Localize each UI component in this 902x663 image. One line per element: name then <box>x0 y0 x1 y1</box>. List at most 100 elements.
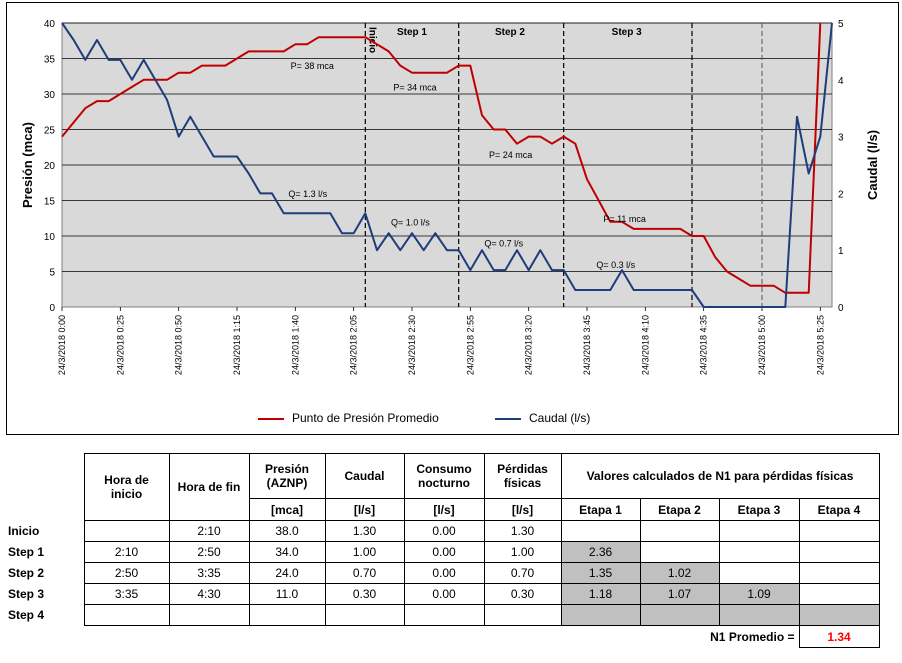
cell-fin <box>168 604 250 626</box>
x-tick-label: 24/3/2018 2:55 <box>465 315 475 375</box>
y-left-tick-label: 40 <box>44 19 56 30</box>
cell-n1-etapa-3 <box>718 520 800 542</box>
annotation-label: P= 24 mca <box>489 150 532 160</box>
table-row: Step 3 3:35 4:30 11.0 0.30 0.00 0.30 1.18 1.07 1.… <box>6 583 880 605</box>
cell-consumo <box>403 604 485 626</box>
cell-n1-etapa-1: 1.18 <box>560 583 641 605</box>
cell-fin: 2:50 <box>168 541 250 563</box>
annotation-label: Q= 1.3 l/s <box>288 189 327 199</box>
cell-n1-etapa-4 <box>798 562 880 584</box>
x-tick-label: 24/3/2018 0:00 <box>57 315 67 375</box>
header-hora-fin: Hora de fin <box>168 453 250 521</box>
cell-n1-etapa-1: 1.35 <box>560 562 641 584</box>
y-right-tick-label: 4 <box>838 76 844 87</box>
cell-perdidas: 1.30 <box>483 520 562 542</box>
x-tick-label: 24/3/2018 0:50 <box>174 315 184 375</box>
table-row: Step 1 2:10 2:50 34.0 1.00 0.00 1.00 2.36 <box>6 541 880 563</box>
cell-presion <box>248 604 326 626</box>
cell-inicio: 3:35 <box>83 583 170 605</box>
y-left-tick-label: 20 <box>44 161 56 172</box>
y-left-tick-label: 10 <box>44 232 56 243</box>
row-label: Inicio <box>8 524 40 538</box>
x-tick-label: 24/3/2018 1:15 <box>232 315 242 375</box>
header-presion: Presión (AZNP) <box>248 453 326 499</box>
x-tick-label: 24/3/2018 4:10 <box>640 315 650 375</box>
cell-n1-etapa-2: 1.07 <box>639 583 720 605</box>
cell-perdidas: 0.70 <box>483 562 562 584</box>
y-right-tick-label: 3 <box>838 133 844 144</box>
cell-consumo: 0.00 <box>403 562 485 584</box>
annotation-label: P= 38 mca <box>291 61 334 71</box>
cell-n1-etapa-2 <box>639 541 720 563</box>
y-right-tick-label: 1 <box>838 246 844 257</box>
cell-n1-etapa-4 <box>798 604 880 626</box>
unit-presion: [mca] <box>248 498 326 521</box>
y-left-tick-label: 25 <box>44 126 56 137</box>
cell-n1-etapa-2: 1.02 <box>639 562 720 584</box>
cell-perdidas: 1.00 <box>483 541 562 563</box>
cell-n1-etapa-2 <box>639 604 720 626</box>
annotation-label: Q= 0.7 l/s <box>484 239 523 249</box>
header-etapa-1: Etapa 1 <box>560 498 641 521</box>
x-tick-label: 24/3/2018 1:40 <box>290 315 300 375</box>
cell-inicio <box>83 520 170 542</box>
legend-swatch-presion <box>258 418 284 420</box>
cell-n1-etapa-3 <box>718 562 800 584</box>
cell-presion: 11.0 <box>248 583 326 605</box>
table-row: Inicio 2:10 38.0 1.30 0.00 1.30 <box>6 520 880 542</box>
y-right-tick-label: 2 <box>838 189 844 200</box>
cell-presion: 24.0 <box>248 562 326 584</box>
cell-n1-etapa-4 <box>798 520 880 542</box>
header-etapa-2: Etapa 2 <box>639 498 720 521</box>
annotation-label: Q= 0.3 l/s <box>596 260 635 270</box>
header-caudal: Caudal <box>324 453 405 499</box>
cell-perdidas <box>483 604 562 626</box>
step-label: Step 2 <box>495 27 525 38</box>
n1-promedio-value: 1.34 <box>798 625 880 648</box>
x-tick-label: 24/3/2018 2:05 <box>349 315 359 375</box>
series-caudal-line <box>61 22 833 308</box>
cell-consumo: 0.00 <box>403 541 485 563</box>
y-right-axis-title: Caudal (l/s) <box>865 130 880 200</box>
header-etapa-4: Etapa 4 <box>798 498 880 521</box>
x-tick-label: 24/3/2018 5:00 <box>757 315 767 375</box>
row-label: Step 1 <box>8 545 45 559</box>
cell-n1-etapa-1 <box>560 604 641 626</box>
unit-perdidas: [l/s] <box>483 498 562 521</box>
cell-n1-etapa-1: 2.36 <box>560 541 641 563</box>
legend-label-presion: Punto de Presión Promedio <box>292 411 439 425</box>
cell-caudal: 0.30 <box>324 583 405 605</box>
results-table: Hora de inicio Hora de fin Presión (AZNP… <box>6 453 880 648</box>
cell-caudal: 1.00 <box>324 541 405 563</box>
cell-inicio: 2:10 <box>83 541 170 563</box>
cell-caudal: 1.30 <box>324 520 405 542</box>
cell-n1-etapa-3 <box>718 541 800 563</box>
cell-n1-etapa-4 <box>798 583 880 605</box>
cell-n1-etapa-1 <box>560 520 641 542</box>
x-tick-label: 24/3/2018 3:20 <box>524 315 534 375</box>
x-tick-label: 24/3/2018 3:45 <box>582 315 592 375</box>
unit-caudal: [l/s] <box>324 498 405 521</box>
y-right-tick-label: 0 <box>838 303 844 314</box>
corner-cell <box>6 454 84 499</box>
step-label: Step 1 <box>397 27 427 38</box>
y-left-tick-label: 30 <box>44 90 56 101</box>
cell-n1-etapa-4 <box>798 541 880 563</box>
header-perdidas: Pérdidas físicas <box>483 453 562 499</box>
row-label: Step 3 <box>8 587 45 601</box>
annotation-label: P= 11 mca <box>603 214 646 224</box>
cell-inicio: 2:50 <box>83 562 170 584</box>
cell-fin: 2:10 <box>168 520 250 542</box>
cell-inicio <box>83 604 170 626</box>
row-label: Step 2 <box>8 566 45 580</box>
row-label: Step 4 <box>8 608 45 622</box>
header-hora-inicio: Hora de inicio <box>83 453 170 521</box>
series-presion-line <box>61 22 822 294</box>
cell-perdidas: 0.30 <box>483 583 562 605</box>
cell-presion: 38.0 <box>248 520 326 542</box>
annotation-label: Q= 1.0 l/s <box>391 217 430 227</box>
header-n1-title: Valores calculados de N1 para pérdidas f… <box>560 453 880 499</box>
legend-label-caudal: Caudal (l/s) <box>529 411 591 425</box>
y-left-axis-title: Presión (mca) <box>20 122 35 208</box>
cell-consumo: 0.00 <box>403 583 485 605</box>
